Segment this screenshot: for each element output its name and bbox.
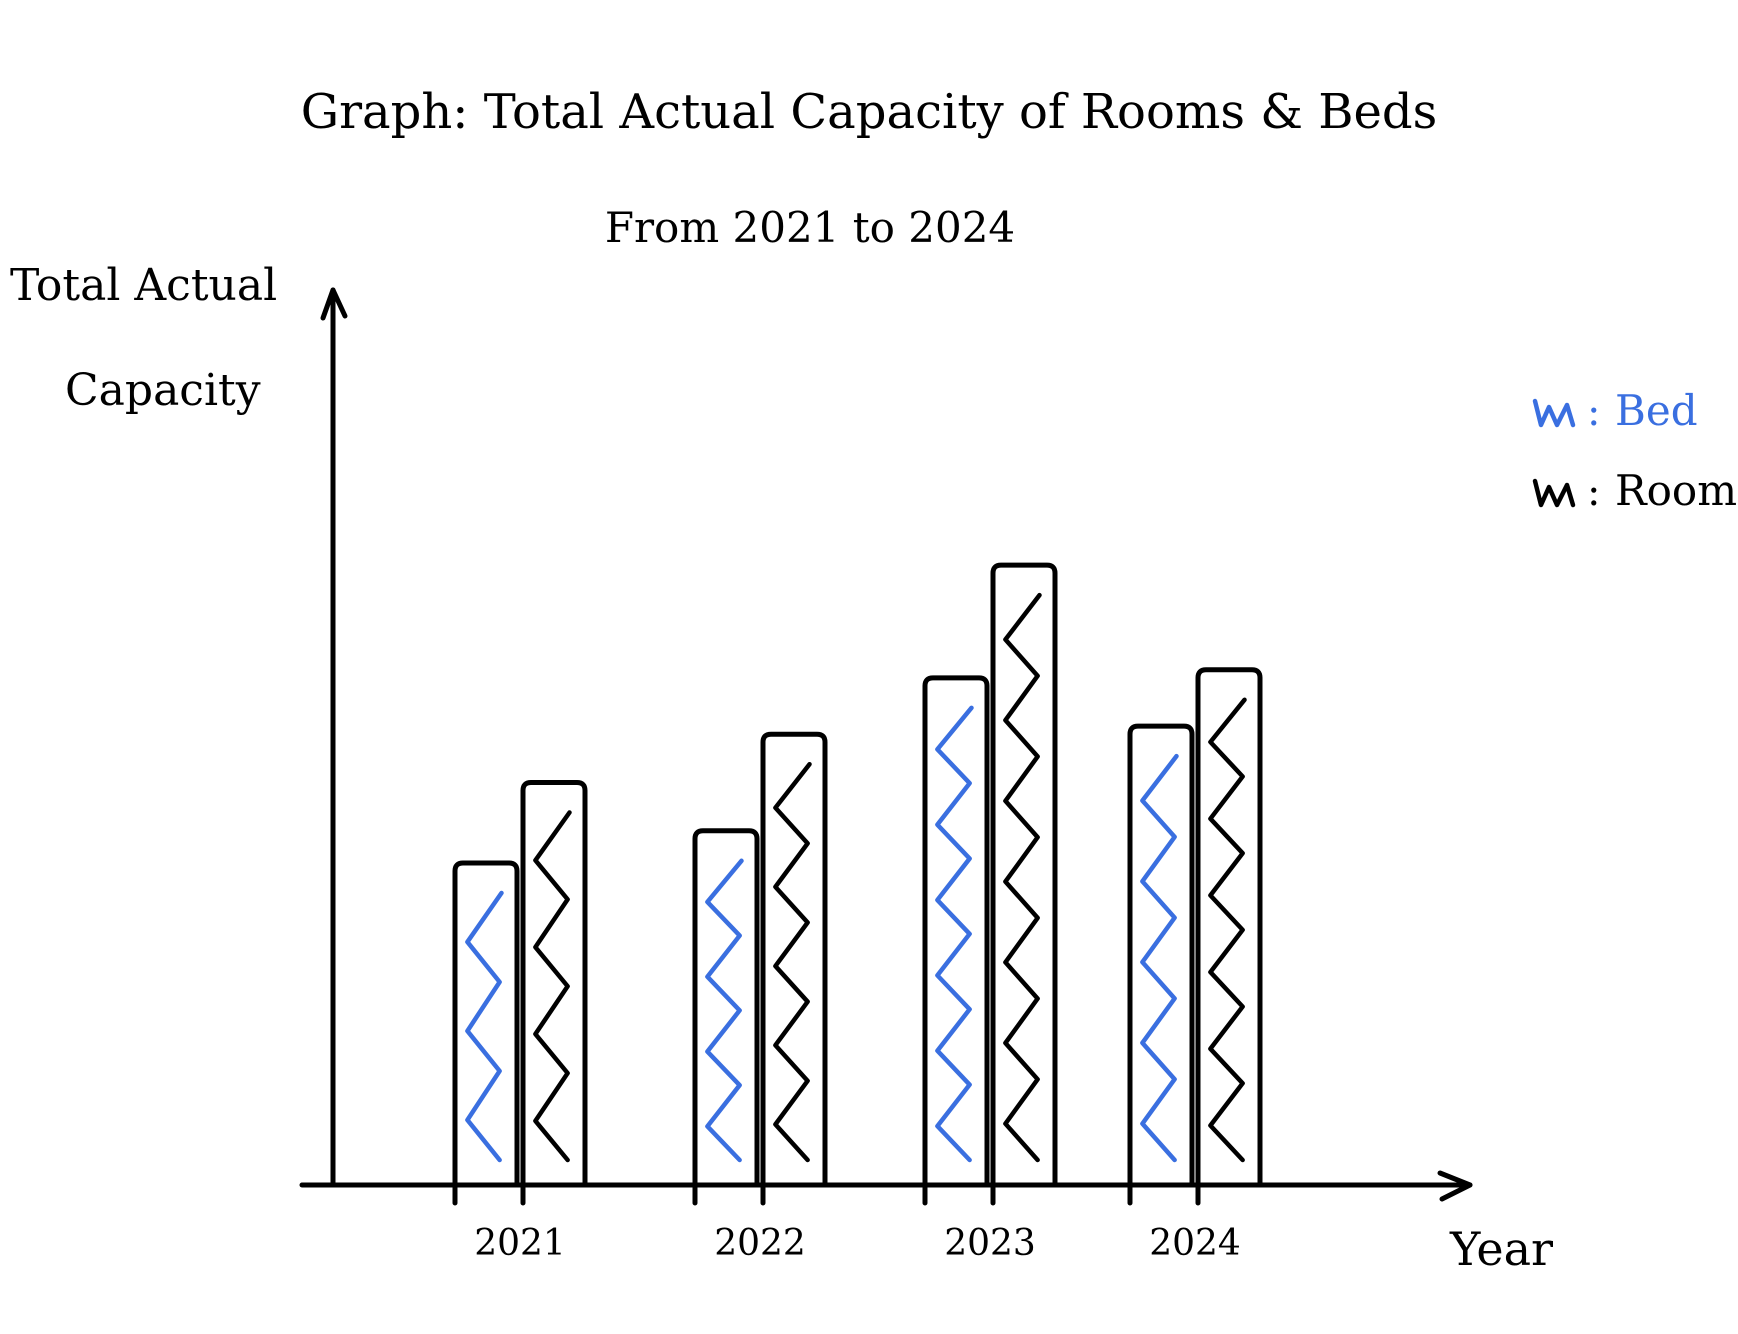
legend-colon: : xyxy=(1587,389,1600,435)
legend-room-zigzag-icon xyxy=(1532,478,1576,508)
x-axis-arrow-icon xyxy=(1437,1170,1473,1202)
y-axis-title-line: Capacity xyxy=(65,365,261,416)
bar-fill-bed-2021 xyxy=(465,890,504,1163)
x-tick-label-2023: 2023 xyxy=(944,1223,1036,1264)
bar-room-2023 xyxy=(990,562,1058,1206)
bars xyxy=(452,562,1263,1206)
y-axis-title: Total Actual Capacity xyxy=(10,260,277,416)
bar-fill-bed-2023 xyxy=(935,705,974,1163)
legend-label-bed: Bed xyxy=(1615,386,1698,435)
x-tick-label-2021: 2021 xyxy=(474,1223,566,1264)
x-tick-label-2022: 2022 xyxy=(714,1223,806,1264)
x-tick-label-2024: 2024 xyxy=(1149,1223,1241,1264)
bar-bed-2022 xyxy=(692,828,760,1206)
x-axis-title: Year xyxy=(1449,1222,1553,1276)
chart-subtitle: From 2021 to 2024 xyxy=(605,203,1015,252)
y-axis-arrow-icon xyxy=(320,287,348,321)
bar-fill-room-2023 xyxy=(1003,592,1042,1163)
x-tick-labels: 2021 2022 2023 2024 xyxy=(474,1223,1241,1264)
chart-title: Graph: Total Actual Capacity of Rooms & … xyxy=(301,84,1438,140)
legend-bed-zigzag-icon xyxy=(1532,398,1576,428)
axes xyxy=(299,287,1473,1202)
bar-room-2024 xyxy=(1195,667,1263,1206)
legend: : Bed: Room xyxy=(1532,386,1737,515)
bar-room-2022 xyxy=(760,731,828,1206)
bar-fill-bed-2022 xyxy=(705,858,744,1163)
bar-room-2021 xyxy=(520,780,588,1206)
bar-bed-2024 xyxy=(1127,723,1195,1206)
bar-bed-2021 xyxy=(452,860,520,1206)
bar-fill-bed-2024 xyxy=(1140,753,1179,1163)
bar-bed-2023 xyxy=(922,675,990,1206)
bar-fill-room-2022 xyxy=(773,761,812,1163)
y-axis-title-line: Total Actual xyxy=(10,260,277,311)
legend-label-room: Room xyxy=(1615,466,1737,515)
bar-fill-room-2021 xyxy=(533,810,572,1163)
legend-colon: : xyxy=(1587,469,1600,515)
bar-fill-room-2024 xyxy=(1208,697,1247,1163)
